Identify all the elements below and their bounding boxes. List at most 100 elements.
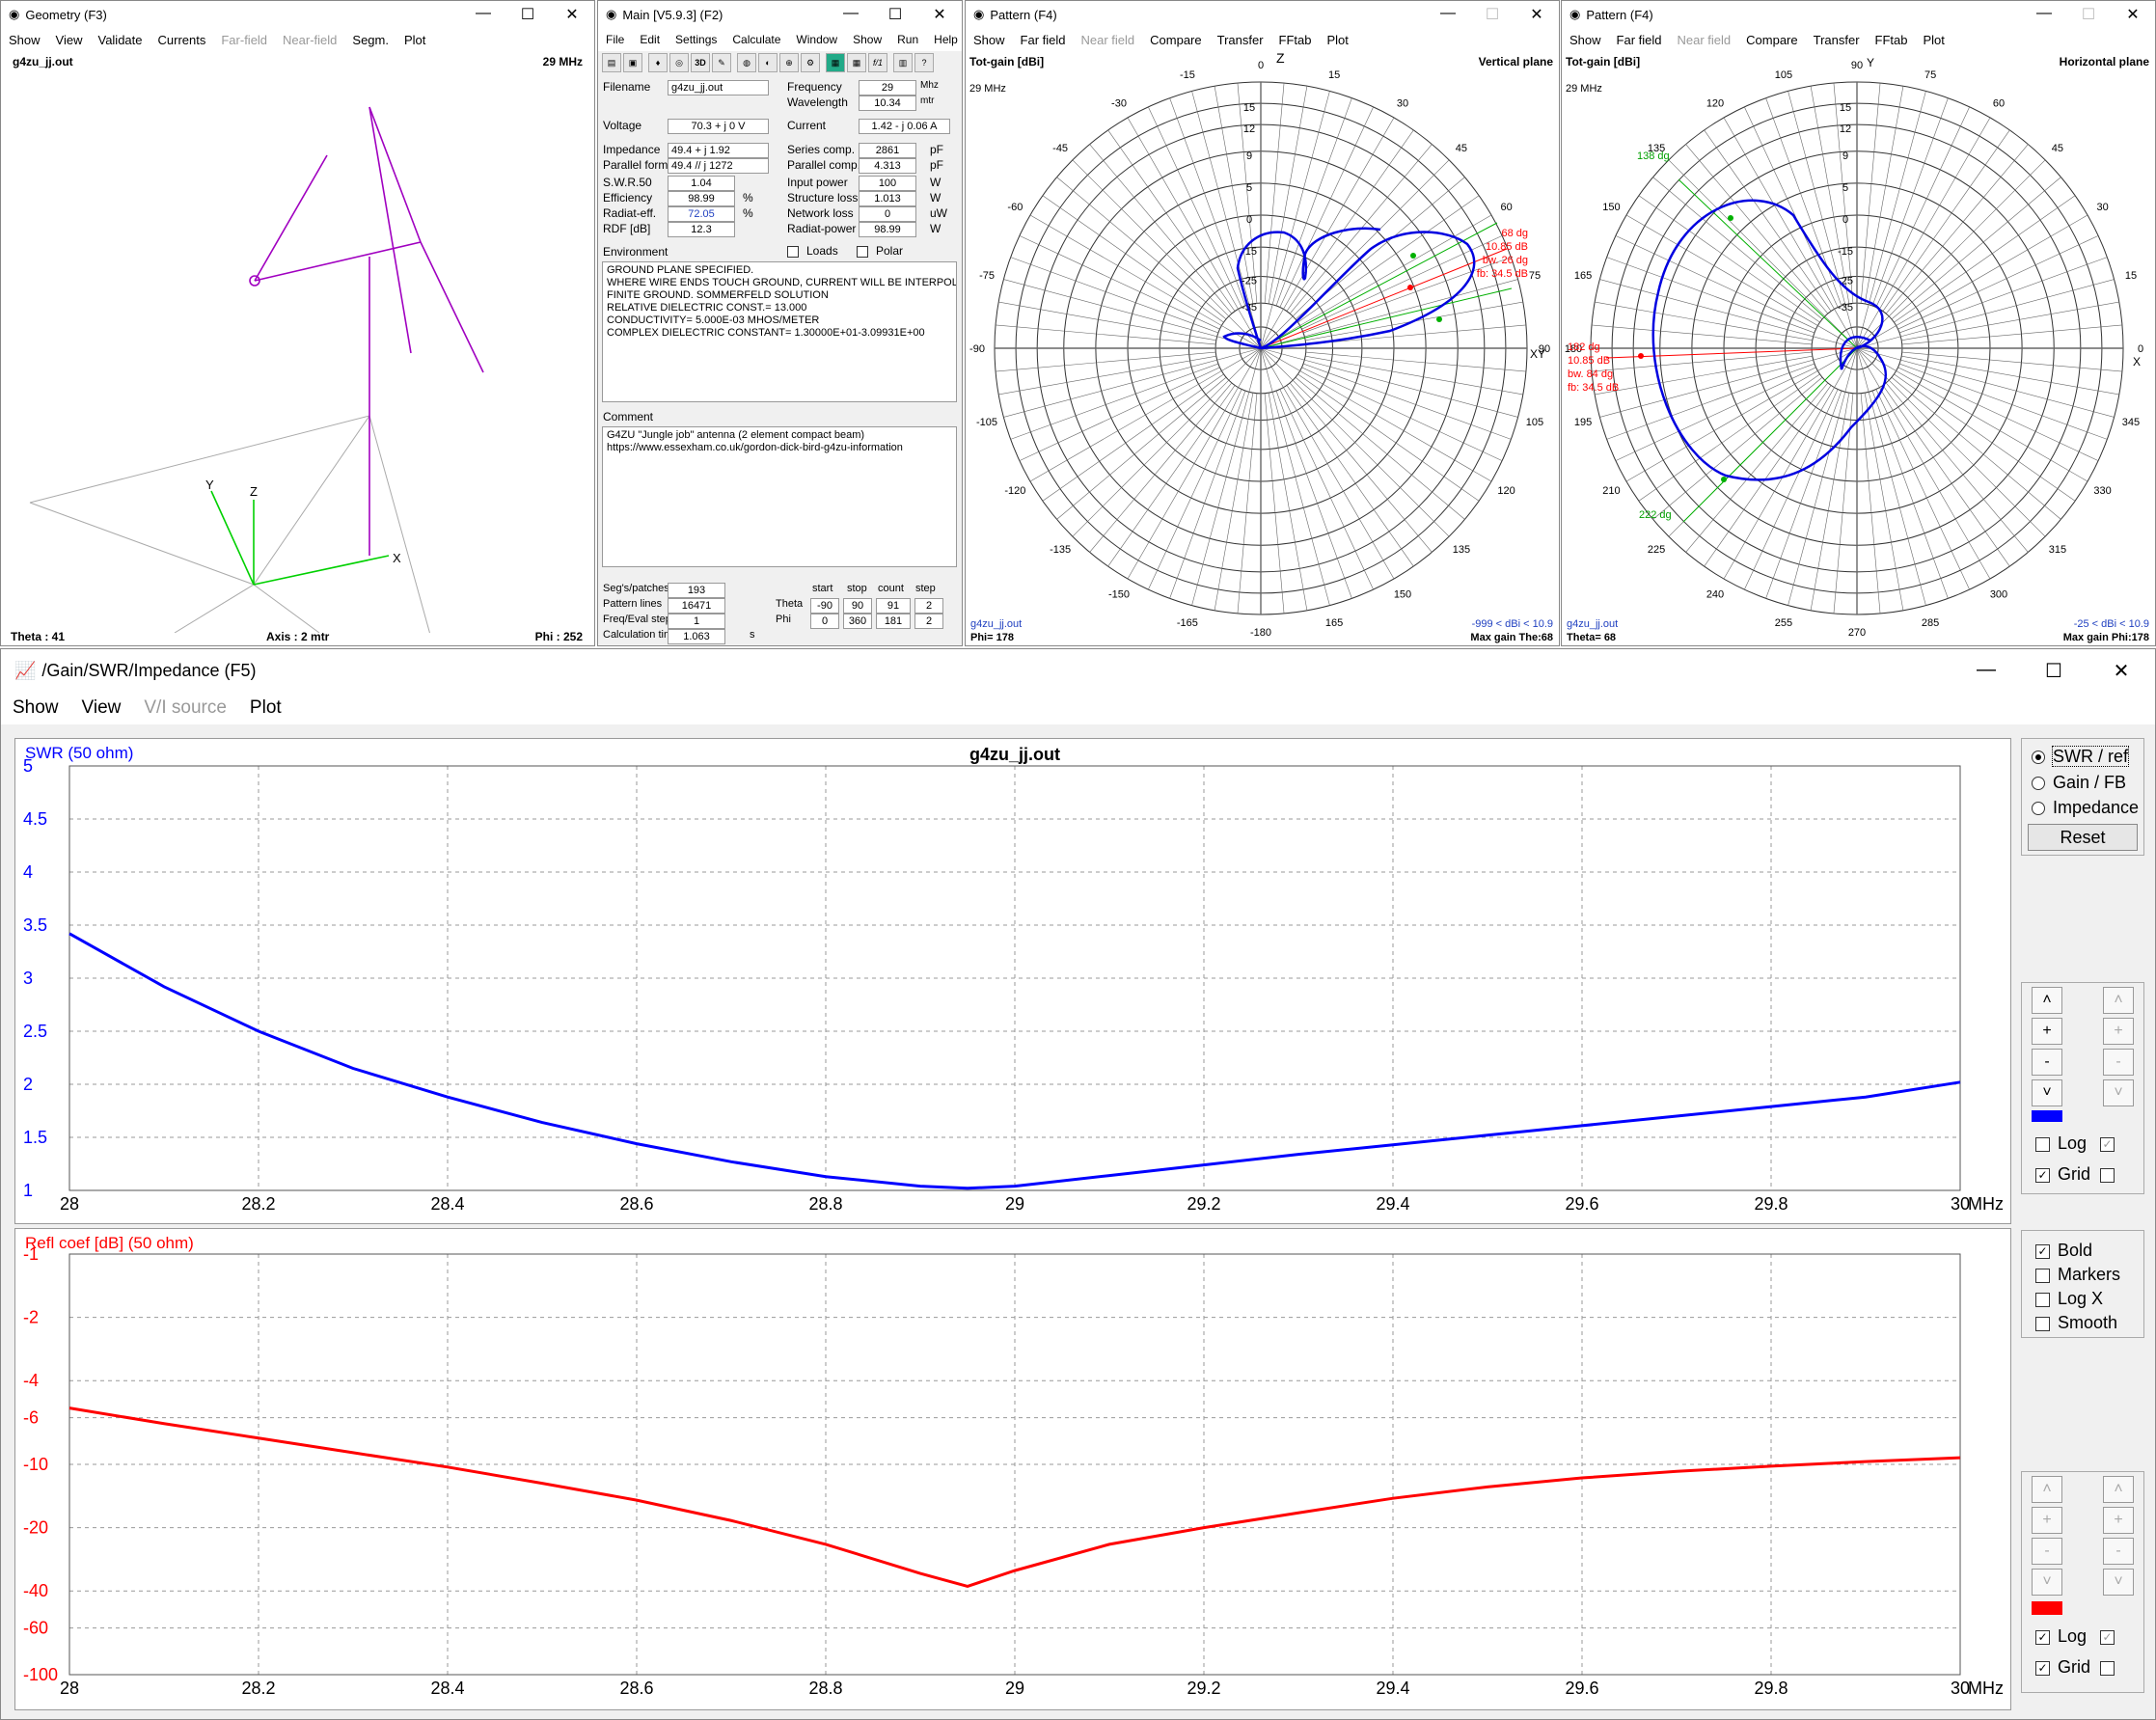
calc-icon[interactable]: ▦ [826, 53, 845, 72]
close-button[interactable]: ✕ [1530, 7, 1543, 23]
ratio-icon[interactable]: f/1 [868, 53, 887, 72]
geometry-icon[interactable]: ♦ [648, 53, 668, 72]
menu-view[interactable]: View [55, 32, 83, 47]
scale-up-button-right[interactable]: ˄ [2103, 987, 2134, 1014]
refl-chart[interactable]: 28 28.2 28.4 28.6 28.8 29 29.2 29.4 29.6 29.8 30 -1… [14, 1228, 2011, 1710]
grid-checkbox[interactable]: ✓ Grid [2035, 1164, 2122, 1185]
zoom-out-button-right[interactable]: - [2103, 1538, 2134, 1565]
menu-help[interactable]: Help [934, 33, 958, 46]
zoom-in-button-right[interactable]: + [2103, 1507, 2134, 1534]
scale-down-button[interactable]: ˅ [2032, 1079, 2062, 1106]
menu-plot[interactable]: Plot [249, 697, 282, 718]
menu-show[interactable]: Show [9, 32, 41, 47]
close-button[interactable]: ✕ [565, 7, 579, 23]
menu-window[interactable]: Window [796, 33, 838, 46]
zoom-out-button[interactable]: - [2032, 1049, 2062, 1076]
close-button[interactable]: ✕ [2113, 660, 2130, 682]
open-file-icon[interactable]: ▤ [602, 53, 621, 72]
environment-text[interactable]: GROUND PLANE SPECIFIED. WHERE WIRE ENDS … [602, 261, 957, 402]
log-checkbox[interactable]: ✓ Log ✓ [2035, 1626, 2122, 1647]
menu-transfer[interactable]: Transfer [1813, 32, 1860, 47]
menu-view[interactable]: View [81, 697, 122, 718]
maximize-button[interactable]: ☐ [2081, 7, 2096, 23]
close-button[interactable]: ✕ [933, 7, 946, 23]
settings-icon[interactable]: ⚙ [801, 53, 820, 72]
horizontal-polar-plot[interactable]: 9075604530150345330315300285270255240225… [1562, 51, 2155, 644]
field-theta-stop[interactable]: 90 [843, 598, 872, 614]
maximize-button[interactable]: ☐ [1485, 7, 1500, 23]
close-button[interactable]: ✕ [2126, 7, 2140, 23]
book-icon[interactable]: ▥ [893, 53, 913, 72]
markers-checkbox[interactable]: Markers [2035, 1265, 2120, 1285]
menu-far-field[interactable]: Far field [1616, 32, 1662, 47]
minimize-button[interactable]: — [476, 5, 491, 21]
scale-up-button[interactable]: ˄ [2032, 1476, 2062, 1503]
menu-fftab[interactable]: FFtab [1278, 32, 1312, 47]
menu-near-field[interactable]: Near field [1080, 32, 1135, 47]
menu-fftab[interactable]: FFtab [1874, 32, 1908, 47]
menu-edit[interactable]: Edit [640, 33, 661, 46]
field-voltage[interactable]: 70.3 + j 0 V [668, 119, 769, 134]
menu-plot[interactable]: Plot [403, 32, 426, 47]
menu-file[interactable]: File [606, 33, 625, 46]
3d-icon[interactable]: 3D [691, 53, 710, 72]
swr-chart[interactable]: 28 28.2 28.4 28.6 28.8 29 29.2 29.4 29.6 29.8 30 5 4… [14, 738, 2011, 1224]
menu-compare[interactable]: Compare [1150, 32, 1202, 47]
loads-checkbox[interactable]: Loads [787, 244, 838, 258]
menu-near-field[interactable]: Near-field [283, 32, 338, 47]
field-phi-step[interactable]: 2 [914, 614, 943, 629]
zoom-in-button[interactable]: + [2032, 1018, 2062, 1045]
bold-checkbox[interactable]: ✓ Bold [2035, 1241, 2092, 1261]
field-theta-step[interactable]: 2 [914, 598, 943, 614]
menu-far-field[interactable]: Far field [1020, 32, 1066, 47]
maximize-button[interactable]: ☐ [2045, 660, 2062, 682]
menu-show[interactable]: Show [1569, 32, 1601, 47]
menu-settings[interactable]: Settings [675, 33, 718, 46]
field-frequency[interactable]: 29 [859, 80, 916, 96]
menu-transfer[interactable]: Transfer [1216, 32, 1264, 47]
menu-calculate[interactable]: Calculate [732, 33, 781, 46]
menu-show[interactable]: Show [973, 32, 1005, 47]
minimize-button[interactable]: — [2036, 5, 2052, 21]
pattern-icon[interactable]: ◐ [758, 53, 778, 72]
menu-currents[interactable]: Currents [157, 32, 206, 47]
freq-icon[interactable]: ◍ [737, 53, 756, 72]
menu-far-field[interactable]: Far-field [221, 32, 268, 47]
radio-gain[interactable]: Gain / FB [2032, 773, 2126, 793]
radio-swr[interactable]: SWR / ref [2032, 746, 2130, 767]
maximize-button[interactable]: ☐ [520, 7, 535, 23]
scale-down-button[interactable]: ˅ [2032, 1569, 2062, 1596]
scale-up-button[interactable]: ˄ [2032, 987, 2062, 1014]
menu-near-field[interactable]: Near field [1677, 32, 1732, 47]
grid-icon[interactable]: ▦ [847, 53, 866, 72]
menu-show[interactable]: Show [13, 697, 59, 718]
save-icon[interactable]: ▣ [623, 53, 642, 72]
menu-segm[interactable]: Segm. [352, 32, 389, 47]
scale-up-button-right[interactable]: ˄ [2103, 1476, 2134, 1503]
field-phi-count[interactable]: 181 [876, 614, 911, 629]
minimize-button[interactable]: — [1440, 5, 1456, 21]
refl-color-swatch[interactable] [2032, 1601, 2062, 1615]
target-icon[interactable]: ⊕ [779, 53, 799, 72]
zoom-in-button[interactable]: + [2032, 1507, 2062, 1534]
field-theta-start[interactable]: -90 [810, 598, 839, 614]
field-phi-start[interactable]: 0 [810, 614, 839, 629]
zoom-in-button-right[interactable]: + [2103, 1018, 2134, 1045]
minimize-button[interactable]: — [843, 5, 859, 21]
comment-text[interactable]: G4ZU "Jungle job" antenna (2 element com… [602, 426, 957, 567]
menu-plot[interactable]: Plot [1326, 32, 1349, 47]
minimize-button[interactable]: — [1977, 658, 1996, 680]
field-theta-count[interactable]: 91 [876, 598, 911, 614]
field-phi-stop[interactable]: 360 [843, 614, 872, 629]
geometry-canvas[interactable]: Y Z X [1, 73, 594, 633]
field-filename[interactable]: g4zu_jj.out [668, 80, 769, 96]
logx-checkbox[interactable]: Log X [2035, 1289, 2103, 1309]
menu-compare[interactable]: Compare [1746, 32, 1798, 47]
reset-button[interactable]: Reset [2028, 824, 2138, 851]
radio-impedance[interactable]: Impedance [2032, 798, 2139, 818]
zoom-out-button[interactable]: - [2032, 1538, 2062, 1565]
menu-plot[interactable]: Plot [1923, 32, 1945, 47]
menu-validate[interactable]: Validate [97, 32, 143, 47]
swr-color-swatch[interactable] [2032, 1110, 2062, 1122]
help-icon[interactable]: ? [914, 53, 934, 72]
